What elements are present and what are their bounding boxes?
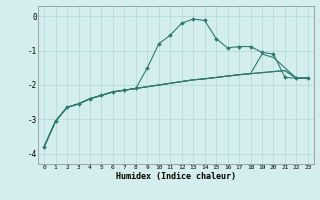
X-axis label: Humidex (Indice chaleur): Humidex (Indice chaleur) (116, 172, 236, 181)
